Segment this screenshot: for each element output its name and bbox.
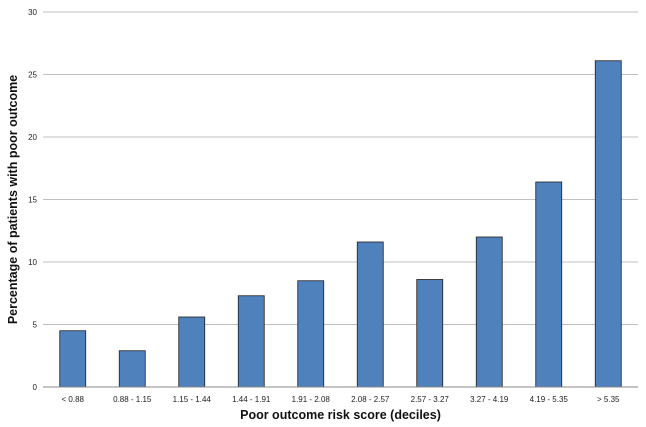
x-tick-label: 4.19 - 5.35 — [530, 395, 569, 404]
x-tick-labels: < 0.88 0.88 - 1.15 1.15 - 1.44 1.44 - 1.91 1… — [62, 395, 621, 404]
x-tick-label: 1.91 - 2.08 — [292, 395, 331, 404]
bar-1 — [118, 350, 146, 388]
bar-7 — [475, 236, 503, 388]
x-axis-label: Poor outcome risk score (deciles) — [240, 408, 441, 422]
y-tick-label: 30 — [28, 8, 37, 17]
bar-4 — [297, 280, 325, 388]
x-tick-label: 3.27 - 4.19 — [470, 395, 509, 404]
y-tick-label: 5 — [33, 321, 38, 330]
bar-9 — [594, 60, 622, 388]
bars — [59, 60, 622, 388]
y-tick-label: 20 — [28, 133, 37, 142]
x-tick-label: 2.08 - 2.57 — [351, 395, 390, 404]
x-tick-label: < 0.88 — [62, 395, 85, 404]
bar-3 — [237, 295, 265, 388]
y-tick-label: 10 — [28, 258, 37, 267]
y-tick-label: 15 — [28, 196, 37, 205]
y-tick-labels: 0 5 10 15 20 25 30 — [28, 8, 37, 392]
x-tick-label: 0.88 - 1.15 — [113, 395, 152, 404]
bar-2 — [178, 316, 206, 388]
x-tick-label: 2.57 - 3.27 — [411, 395, 450, 404]
bar-0 — [59, 330, 87, 388]
y-tick-label: 25 — [28, 71, 37, 80]
bar-5 — [356, 241, 384, 388]
x-tick-label: 1.44 - 1.91 — [232, 395, 271, 404]
y-tick-label: 0 — [33, 383, 38, 392]
bar-6 — [416, 279, 444, 388]
x-tick-label: > 5.35 — [597, 395, 620, 404]
y-axis-label: Percentage of patients with poor outcome — [6, 75, 20, 324]
bar-8 — [535, 181, 563, 388]
x-tick-label: 1.15 - 1.44 — [173, 395, 212, 404]
